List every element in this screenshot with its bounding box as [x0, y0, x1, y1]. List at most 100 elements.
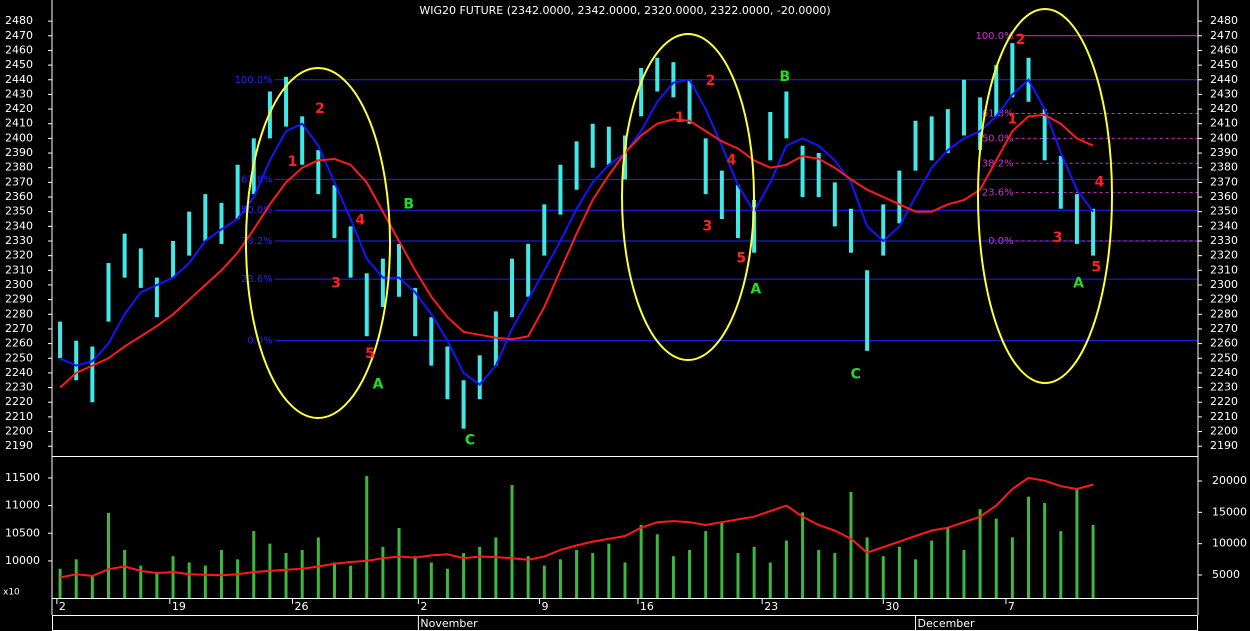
y-tick-label: 2300: [5, 278, 33, 291]
volume-bar: [462, 553, 466, 598]
volume-bar: [752, 546, 756, 598]
wave-label: 4: [727, 152, 737, 168]
abc-label: B: [403, 196, 414, 212]
volume-bar: [607, 543, 611, 598]
volume-bar: [332, 562, 336, 598]
volume-unit: x10: [3, 588, 20, 598]
y-tick-label: 2400: [5, 131, 33, 144]
volume-bar: [623, 562, 627, 598]
volume-bar: [58, 568, 62, 598]
y-tick-label: 2330: [1210, 234, 1238, 247]
y-tick-label: 2310: [5, 263, 33, 276]
y-tick-label: 2350: [1210, 205, 1238, 218]
y-tick-label: 2340: [1210, 219, 1238, 232]
volume-bar: [639, 524, 643, 598]
volume-bar: [203, 565, 207, 598]
volume-bar: [478, 546, 482, 598]
y-tick-label: 2460: [1210, 43, 1238, 56]
y2-tick-label: 15000: [1212, 505, 1247, 518]
volume-bar: [1010, 537, 1014, 598]
wave-label: 5: [365, 346, 375, 362]
wave-label: 1: [675, 110, 685, 126]
y-tick-label: 2250: [5, 351, 33, 364]
moving-average: [59, 113, 1094, 389]
wave-label: 3: [331, 276, 341, 292]
y-tick-label: 2400: [1210, 131, 1238, 144]
wave-label: 4: [355, 212, 365, 228]
y-tick-label: 2290: [5, 293, 33, 306]
y-tick-label: 2330: [5, 234, 33, 247]
volume-bar: [575, 549, 579, 598]
wave-label: 2: [1016, 32, 1026, 48]
y-tick-label: 2200: [5, 425, 33, 438]
y-tick-label: 11500: [5, 471, 40, 484]
y-tick-label: 2460: [5, 43, 33, 56]
fib-label: 23.6%: [241, 274, 273, 285]
volume-bar: [784, 540, 788, 598]
volume-bar: [833, 553, 837, 598]
x-tick-label: 2: [59, 600, 66, 613]
y-tick-label: 2210: [1210, 410, 1238, 423]
volume-bar: [994, 518, 998, 598]
y-tick-label: 2380: [1210, 161, 1238, 174]
wave-label: 1: [1008, 111, 1018, 127]
x-tick-label: 30: [885, 600, 899, 613]
y-tick-label: 2220: [1210, 395, 1238, 408]
abc-label: C: [465, 432, 475, 448]
y-tick-label: 2270: [5, 322, 33, 335]
y-tick-label: 2410: [1210, 117, 1238, 130]
y-tick-label: 2430: [1210, 87, 1238, 100]
y-tick-label: 2320: [5, 249, 33, 262]
y-tick-label: 2390: [1210, 146, 1238, 159]
abc-label: A: [750, 281, 761, 297]
chart-title: WIG20 FUTURE (2342.0000, 2342.0000, 2320…: [419, 4, 830, 17]
y-tick-label: 2450: [5, 58, 33, 71]
volume-bar: [139, 565, 143, 598]
volume-bar: [155, 571, 159, 598]
volume-bar: [300, 549, 304, 598]
y-tick-label: 2290: [1210, 293, 1238, 306]
volume-bar: [1091, 524, 1095, 598]
y-tick-label: 2450: [1210, 58, 1238, 71]
abc-label: A: [373, 377, 384, 393]
volume-bar: [316, 537, 320, 598]
volume-line: [59, 476, 1094, 579]
y-tick-label: 2480: [1210, 14, 1238, 27]
wave-label: 5: [736, 251, 746, 267]
wave-label: 2: [706, 73, 716, 89]
volume-bar: [704, 531, 708, 598]
volume-bar: [187, 562, 191, 598]
x-tick-label: 16: [640, 600, 654, 613]
y-tick-label: 2420: [1210, 102, 1238, 115]
y-tick-label: 2200: [1210, 425, 1238, 438]
volume-bar: [768, 562, 772, 598]
x-tick-label: 26: [294, 600, 308, 613]
abc-label: A: [1073, 276, 1084, 292]
y-tick-label: 2360: [1210, 190, 1238, 203]
y-tick-label: 2430: [5, 87, 33, 100]
volume-bar: [865, 537, 869, 598]
y-tick-label: 2240: [5, 366, 33, 379]
fib-label: 0.0%: [988, 236, 1013, 247]
y-tick-label: 2350: [5, 205, 33, 218]
volume-bar: [881, 556, 885, 598]
x-tick-label: 23: [764, 600, 778, 613]
volume-bar: [494, 537, 498, 598]
ellipses: [245, 8, 1113, 419]
fib-label: 61.8%: [241, 174, 273, 185]
y2-tick-label: 20000: [1212, 474, 1247, 487]
fib-label: 100.0%: [975, 31, 1013, 42]
volume-bar: [688, 549, 692, 598]
volume-bar: [801, 512, 805, 598]
x-tick-label: 7: [1008, 600, 1015, 613]
wave-label: 1: [288, 154, 298, 170]
volume-bar: [978, 509, 982, 598]
volume-bar: [445, 568, 449, 598]
volume-bar: [849, 491, 853, 598]
y-tick-label: 2370: [1210, 175, 1238, 188]
volume-bar: [90, 575, 94, 598]
volume-bar: [946, 528, 950, 598]
volume-bar: [558, 559, 562, 598]
